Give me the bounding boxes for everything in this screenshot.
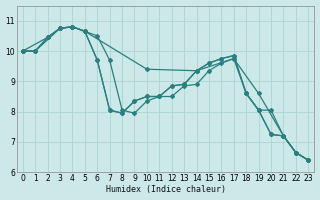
X-axis label: Humidex (Indice chaleur): Humidex (Indice chaleur) [106,185,226,194]
